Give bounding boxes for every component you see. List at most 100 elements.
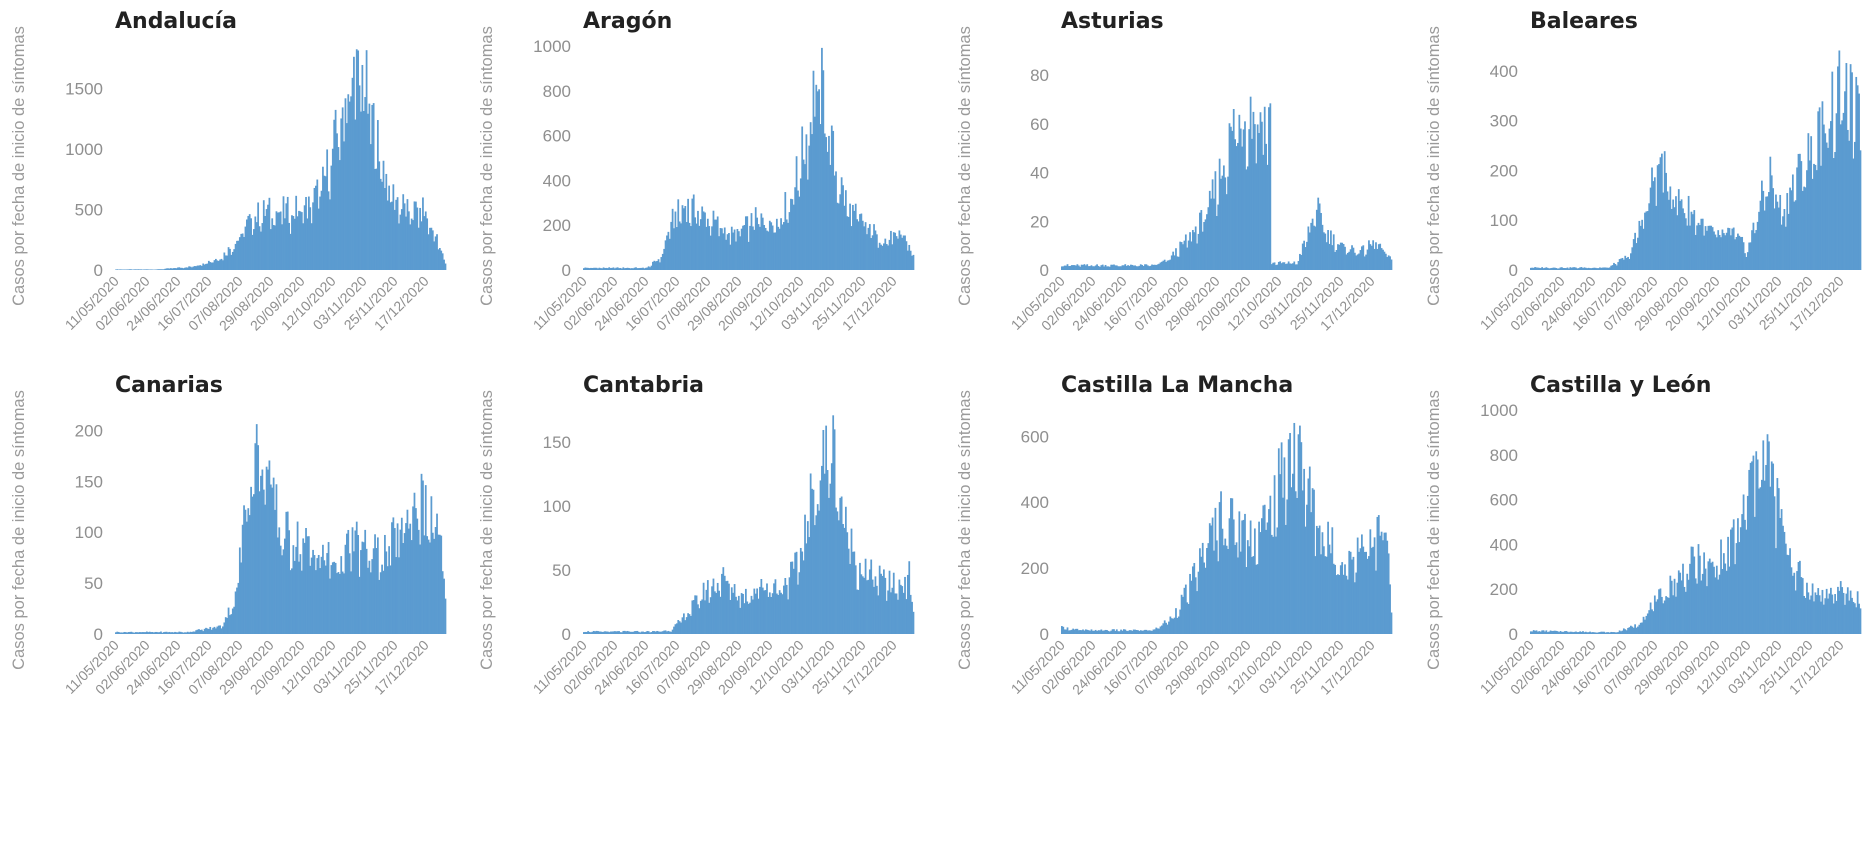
bar xyxy=(863,577,866,634)
bar xyxy=(1345,254,1348,270)
y-tick-label: 20 xyxy=(1030,212,1049,231)
bar xyxy=(912,254,915,270)
bar xyxy=(1320,212,1322,270)
bar xyxy=(899,584,902,634)
bar xyxy=(1696,225,1698,270)
bar xyxy=(1096,264,1098,270)
bar xyxy=(1673,578,1676,634)
bar xyxy=(244,226,247,270)
bar xyxy=(675,227,678,270)
bar xyxy=(267,469,269,634)
bar xyxy=(1237,557,1239,634)
bar xyxy=(759,226,761,270)
bar xyxy=(1718,574,1721,634)
bar xyxy=(1168,260,1170,270)
bar xyxy=(1237,142,1239,270)
bar xyxy=(144,632,147,634)
bar xyxy=(759,586,761,634)
bar xyxy=(1180,594,1183,634)
bar xyxy=(1352,247,1355,270)
bar xyxy=(1196,243,1198,270)
bar xyxy=(316,179,319,270)
bar xyxy=(298,561,300,634)
bar xyxy=(1599,267,1601,270)
bar xyxy=(1748,469,1751,634)
bar xyxy=(1614,264,1617,270)
bar xyxy=(145,631,148,634)
bar xyxy=(663,630,666,634)
y-tick-label: 50 xyxy=(84,574,103,593)
bar xyxy=(1175,608,1177,634)
bar xyxy=(251,234,254,270)
bar xyxy=(1135,266,1138,270)
bar xyxy=(726,580,729,634)
bar xyxy=(398,223,400,270)
bar xyxy=(1727,227,1729,270)
bar xyxy=(1586,268,1589,270)
bar xyxy=(629,631,632,634)
bar xyxy=(898,230,901,270)
bar xyxy=(632,631,635,634)
bar xyxy=(740,593,743,634)
bar xyxy=(1845,63,1848,270)
bar xyxy=(753,588,756,634)
bar xyxy=(285,203,288,270)
bar xyxy=(386,566,389,634)
bar xyxy=(1853,603,1856,634)
bar xyxy=(585,267,588,270)
bar xyxy=(1169,616,1172,634)
bar xyxy=(229,248,231,270)
bar xyxy=(1683,586,1686,634)
bar xyxy=(288,530,291,634)
bar xyxy=(267,204,269,270)
bar xyxy=(802,159,805,270)
bar xyxy=(1779,518,1782,634)
bar xyxy=(809,122,812,271)
bar xyxy=(1832,158,1835,270)
chart-title: Andalucía xyxy=(115,9,237,34)
bar xyxy=(585,632,588,634)
bar xyxy=(136,632,138,634)
bar xyxy=(1080,630,1083,634)
bar xyxy=(1825,142,1828,270)
bar xyxy=(407,211,410,270)
bar xyxy=(212,262,214,270)
bar xyxy=(1061,626,1063,634)
bar xyxy=(1324,556,1327,634)
bar xyxy=(775,218,778,270)
bar xyxy=(1182,244,1184,270)
bar xyxy=(271,487,274,634)
bar xyxy=(1279,261,1282,270)
bars-group xyxy=(1530,434,1862,634)
bar xyxy=(887,590,889,634)
bar xyxy=(1683,213,1686,270)
bar xyxy=(158,269,161,270)
bar xyxy=(207,629,210,634)
bar xyxy=(1830,121,1832,270)
bar xyxy=(757,598,760,634)
bar xyxy=(1206,547,1208,634)
bar xyxy=(282,549,285,634)
bar xyxy=(846,532,849,634)
bar xyxy=(219,625,221,634)
bar xyxy=(1579,267,1582,270)
bar xyxy=(1331,527,1334,634)
bar xyxy=(1273,475,1276,634)
bar xyxy=(597,268,599,270)
bar xyxy=(154,631,157,634)
bar xyxy=(1066,264,1069,270)
bar xyxy=(892,572,895,634)
bar xyxy=(1569,267,1572,270)
bar xyxy=(399,214,402,270)
bar xyxy=(670,631,673,634)
bar xyxy=(897,238,899,270)
bar xyxy=(729,244,732,270)
bar xyxy=(1256,564,1259,634)
bar xyxy=(240,562,243,634)
bar xyxy=(331,562,334,634)
bar xyxy=(1194,226,1197,270)
bar xyxy=(1322,546,1325,634)
bar xyxy=(444,598,447,634)
bar xyxy=(240,233,243,270)
